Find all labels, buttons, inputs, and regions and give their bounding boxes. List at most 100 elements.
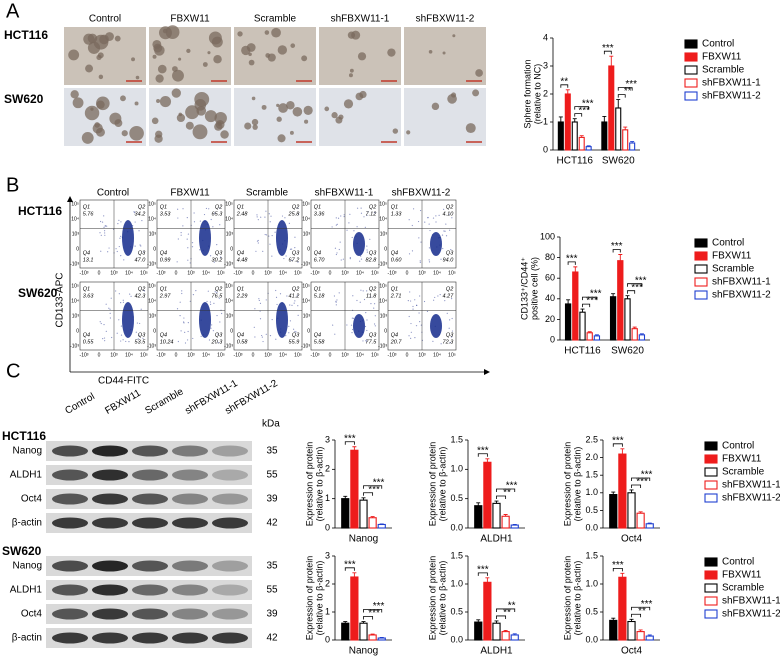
event — [297, 207, 299, 209]
error-bar — [638, 629, 643, 632]
sig-bracket — [631, 613, 642, 618]
sphere — [157, 64, 167, 74]
event — [373, 303, 376, 305]
bar — [483, 461, 492, 529]
sphere — [475, 69, 483, 77]
event — [374, 325, 376, 327]
event — [142, 289, 145, 292]
event — [117, 223, 119, 225]
event — [118, 293, 120, 295]
sphere — [131, 57, 136, 62]
y-axis-label: CD133⁺/CD44⁺ — [519, 257, 529, 320]
band — [132, 469, 168, 481]
event — [217, 342, 219, 344]
y-tick-label: 60 — [545, 273, 555, 283]
quadrant-value: 6.70 — [314, 257, 326, 263]
error-bar — [494, 620, 499, 624]
bar — [350, 449, 359, 529]
x-tick-label: -10³ — [80, 270, 89, 276]
sphere — [267, 53, 276, 62]
event — [208, 339, 211, 341]
event — [412, 208, 415, 210]
band — [212, 584, 248, 596]
sphere — [278, 103, 288, 113]
bar — [609, 296, 617, 341]
legend-label: Scramble — [712, 264, 755, 275]
quadrant-value: 82.8 — [366, 257, 378, 263]
event — [441, 234, 444, 236]
sphere — [331, 112, 338, 119]
y-tick-label: 1 — [543, 116, 548, 126]
x-tick-label: 10⁴ — [279, 270, 287, 276]
sig-label: *** — [582, 98, 594, 109]
sig-bracket — [631, 477, 651, 481]
sphere — [155, 74, 164, 83]
y-tick-label: 1.0 — [585, 578, 598, 588]
event — [176, 308, 179, 310]
y-tick-label: 0.0 — [450, 634, 463, 644]
band — [52, 469, 88, 481]
event — [195, 290, 197, 292]
event — [176, 261, 178, 263]
quadrant-value: 67.2 — [289, 257, 300, 263]
band — [92, 445, 128, 457]
sphere — [241, 45, 251, 56]
quadrant-name: Q3 — [446, 332, 454, 338]
event — [269, 221, 271, 223]
y-tick-label: 40 — [545, 293, 555, 303]
y-tick-label: 2.5 — [585, 434, 598, 444]
y-tick-label: 0.5 — [450, 606, 463, 616]
event — [429, 229, 431, 232]
error-bar — [379, 637, 384, 639]
event — [296, 295, 298, 297]
sig-label: ** — [503, 488, 511, 499]
event — [209, 255, 212, 257]
y-tick-label: 0.0 — [585, 522, 598, 532]
event — [288, 332, 290, 334]
event — [182, 208, 184, 210]
y-tick-label: 1 — [325, 606, 330, 616]
event — [219, 224, 221, 226]
legend-swatch — [704, 609, 718, 619]
quadrant-value: 2.29 — [236, 293, 248, 299]
event — [206, 300, 208, 303]
event — [335, 301, 337, 303]
x-tick-label: 10³ — [418, 352, 426, 358]
legend-label: shFBXW11-2 — [712, 290, 771, 301]
x-tick-label: -10³ — [234, 352, 243, 358]
error-bar — [503, 514, 508, 517]
band — [212, 469, 248, 481]
band — [172, 632, 208, 644]
event — [111, 336, 113, 339]
quadrant-value: 2.97 — [159, 293, 172, 299]
sphere — [303, 105, 313, 115]
error-bar — [476, 619, 481, 623]
sig-label: *** — [612, 560, 624, 571]
legend-swatch — [704, 480, 718, 490]
event — [435, 221, 437, 223]
sig-label: *** — [636, 477, 648, 488]
error-bar — [379, 523, 384, 525]
event — [139, 244, 141, 246]
event — [99, 232, 101, 234]
event — [262, 250, 264, 252]
y-tick-label: -10³ — [224, 261, 233, 267]
y-tick-label: -10³ — [147, 343, 156, 349]
event — [366, 319, 368, 321]
event — [369, 238, 371, 240]
y-tick-label: 0 — [325, 634, 330, 644]
event — [410, 322, 412, 325]
legend-swatch — [694, 277, 708, 287]
band — [132, 584, 168, 596]
event — [253, 326, 255, 328]
sphere — [81, 131, 94, 144]
event — [360, 207, 362, 209]
bar — [629, 142, 636, 151]
band — [92, 608, 128, 620]
event — [100, 220, 102, 223]
event — [274, 231, 276, 233]
error-bar — [476, 502, 481, 506]
event — [115, 248, 117, 250]
kda-value: 35 — [266, 561, 278, 572]
